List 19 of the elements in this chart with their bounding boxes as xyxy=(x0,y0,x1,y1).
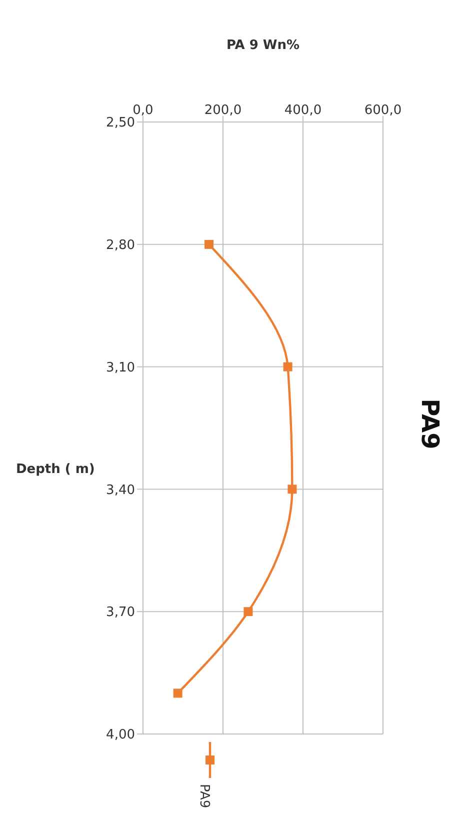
point xyxy=(288,484,297,494)
x-tick-label: 400,0 xyxy=(284,103,322,118)
y-tick-label: 3,10 xyxy=(106,360,135,376)
y-axis-title: Depth ( m) xyxy=(16,462,95,477)
text: PA9 xyxy=(416,398,444,452)
y-tick-label: 2,50 xyxy=(106,116,135,131)
x-tick-label: 0,0 xyxy=(132,103,154,118)
x-axis-title: PA 9 Wn% xyxy=(225,38,301,53)
y-tick-label: 2,80 xyxy=(106,238,135,254)
y-tick-label: 4,00 xyxy=(106,728,135,743)
point xyxy=(173,688,182,698)
x-tick-label: 200,0 xyxy=(204,103,242,118)
y-tick-label: 3,70 xyxy=(106,605,135,620)
x-tick-label: 600,0 xyxy=(364,103,402,118)
legend: PA9 xyxy=(190,740,220,820)
point xyxy=(283,362,292,372)
y-tick-label: 3,40 xyxy=(106,482,135,498)
point xyxy=(204,240,214,249)
point xyxy=(244,607,253,616)
